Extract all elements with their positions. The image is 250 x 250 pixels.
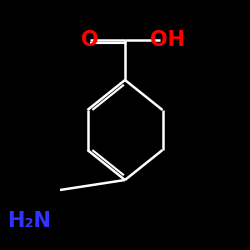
Text: H₂N: H₂N	[7, 211, 51, 231]
Text: OH: OH	[150, 30, 185, 50]
Text: O: O	[81, 30, 99, 50]
